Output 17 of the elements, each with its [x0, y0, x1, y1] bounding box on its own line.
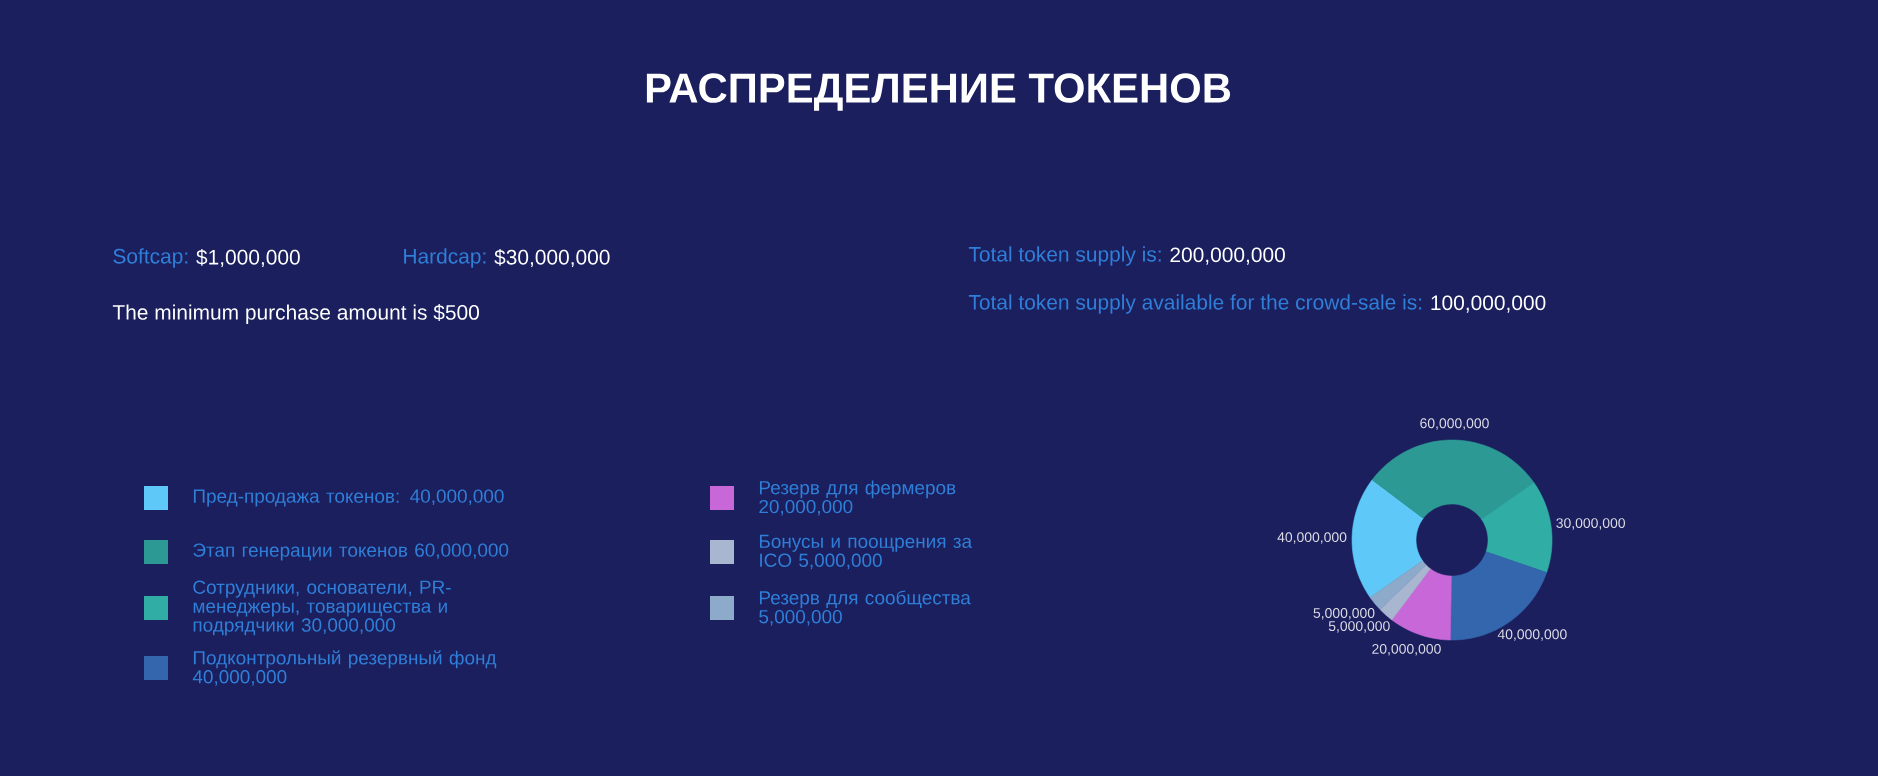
text: 100,000,000 [1431, 295, 1546, 313]
text: Total token supply available for the crowd-sale is: [968, 294, 1422, 314]
legend-label: Бонусы и поощрения за ICO 5,000,000 [759, 534, 973, 570]
legend-label: Пред-продажа токенов: 40,000,000 [193, 489, 504, 507]
text: Total token supply is: [968, 246, 1161, 266]
legend-label: Этап генерации токенов 60,000,000 [193, 543, 509, 561]
legend-label: Подконтрольный резервный фонд 40,000,000 [192, 650, 497, 686]
text: The minimum purchase amount is $500 [112, 304, 479, 324]
text: Softcap: [113, 248, 188, 268]
legend-label: Сотрудники, основатели, PR-менеджеры, товарищества и подрядчики 30,000,000 [193, 580, 451, 636]
legend-label: Резерв для фермеров 20,000,000 [759, 480, 956, 516]
text: Hardcap: [404, 248, 486, 268]
text: $1,000,000 [196, 248, 300, 268]
chart-title: РАСПРЕДЕЛЕНИЕ ТОКЕНОВ [646, 73, 1231, 111]
text: 200,000,000 [1170, 247, 1285, 265]
legend-label: Резерв для сообщества 5,000,000 [759, 590, 971, 626]
text: $30,000,000 [494, 248, 610, 268]
